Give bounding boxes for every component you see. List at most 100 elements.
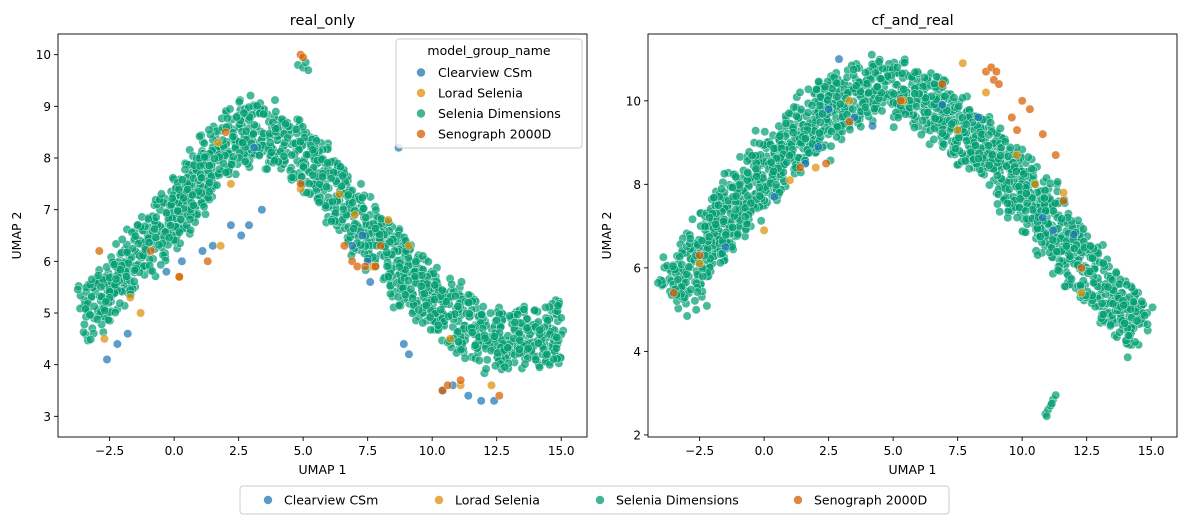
point-selenia-dimensions <box>733 229 743 239</box>
y-tick-label: 6 <box>633 261 641 275</box>
point-selenia-dimensions <box>918 116 927 125</box>
point-selenia-dimensions <box>754 183 764 193</box>
point-selenia-dimensions <box>535 362 545 372</box>
point-selenia-dimensions <box>115 265 125 275</box>
point-selenia-dimensions <box>815 117 825 127</box>
point-lorad-selenia <box>445 334 455 344</box>
point-selenia-dimensions <box>291 124 301 134</box>
point-senograph-2000d <box>821 159 831 168</box>
point-selenia-dimensions <box>684 262 694 272</box>
point-selenia-dimensions <box>1053 265 1063 275</box>
point-selenia-dimensions <box>429 295 439 305</box>
point-selenia-dimensions <box>338 204 348 214</box>
point-selenia-dimensions <box>784 108 794 118</box>
point-selenia-dimensions <box>179 193 188 203</box>
point-selenia-dimensions <box>820 82 830 92</box>
point-selenia-dimensions <box>1128 297 1138 307</box>
point-lorad-selenia <box>1030 179 1040 189</box>
point-selenia-dimensions <box>685 234 695 244</box>
point-selenia-dimensions <box>1098 310 1108 319</box>
x-axis-label: UMAP 1 <box>299 462 347 477</box>
point-selenia-dimensions <box>1015 194 1025 204</box>
point-selenia-dimensions <box>456 345 466 355</box>
point-selenia-dimensions <box>728 222 738 232</box>
point-selenia-dimensions <box>154 240 164 250</box>
point-clearview-csm <box>834 54 844 64</box>
point-selenia-dimensions <box>447 279 457 289</box>
point-senograph-2000d <box>1007 113 1017 122</box>
point-selenia-dimensions <box>889 89 899 99</box>
point-selenia-dimensions <box>688 214 697 224</box>
point-clearview-csm <box>1048 225 1058 235</box>
point-senograph-2000d <box>1059 196 1068 206</box>
point-selenia-dimensions <box>930 114 940 124</box>
point-selenia-dimensions <box>304 179 314 189</box>
point-selenia-dimensions <box>1119 300 1129 310</box>
point-selenia-dimensions <box>951 144 961 154</box>
point-selenia-dimensions <box>444 311 454 321</box>
point-selenia-dimensions <box>314 197 324 207</box>
legend-entry: Selenia Dimensions <box>438 106 561 121</box>
point-selenia-dimensions <box>195 131 205 141</box>
point-selenia-dimensions <box>740 212 750 222</box>
point-selenia-dimensions <box>326 173 336 183</box>
point-selenia-dimensions <box>832 78 842 88</box>
point-selenia-dimensions <box>845 125 855 135</box>
x-tick-label: −2.5 <box>685 444 714 458</box>
point-selenia-dimensions <box>686 285 696 295</box>
point-selenia-dimensions <box>222 113 232 123</box>
point-selenia-dimensions <box>1123 352 1133 362</box>
point-selenia-dimensions <box>862 79 872 89</box>
y-tick-label: 3 <box>43 410 51 424</box>
point-selenia-dimensions <box>430 280 440 290</box>
point-selenia-dimensions <box>464 298 474 308</box>
point-selenia-dimensions <box>147 266 157 276</box>
point-selenia-dimensions <box>418 251 428 261</box>
point-selenia-dimensions <box>860 68 870 78</box>
point-selenia-dimensions <box>771 180 781 190</box>
point-selenia-dimensions <box>482 355 492 365</box>
point-selenia-dimensions <box>195 161 205 171</box>
point-selenia-dimensions <box>747 151 757 161</box>
point-selenia-dimensions <box>419 289 429 299</box>
point-selenia-dimensions <box>1089 278 1098 288</box>
point-senograph-2000d <box>376 241 386 251</box>
point-selenia-dimensions <box>252 101 262 111</box>
point-clearview-csm <box>1038 213 1048 223</box>
point-clearview-csm <box>720 242 730 252</box>
point-selenia-dimensions <box>188 190 197 200</box>
legend-title: model_group_name <box>427 43 550 58</box>
point-selenia-dimensions <box>785 151 794 161</box>
point-clearview-csm <box>824 104 834 114</box>
point-clearview-csm <box>404 349 414 359</box>
point-selenia-dimensions <box>436 305 446 315</box>
point-lorad-selenia <box>1012 150 1022 160</box>
point-selenia-dimensions <box>89 301 99 311</box>
point-selenia-dimensions <box>470 340 480 350</box>
point-selenia-dimensions <box>117 235 127 244</box>
point-selenia-dimensions <box>122 247 132 257</box>
point-selenia-dimensions <box>303 65 313 75</box>
point-selenia-dimensions <box>1035 232 1045 242</box>
point-senograph-2000d <box>203 256 213 266</box>
point-selenia-dimensions <box>246 91 255 101</box>
point-selenia-dimensions <box>209 154 219 164</box>
point-selenia-dimensions <box>939 139 949 149</box>
point-selenia-dimensions <box>1019 169 1029 179</box>
point-selenia-dimensions <box>161 208 171 218</box>
point-selenia-dimensions <box>812 84 821 94</box>
point-selenia-dimensions <box>394 262 404 272</box>
point-selenia-dimensions <box>1053 177 1063 187</box>
point-selenia-dimensions <box>464 309 474 319</box>
point-selenia-dimensions <box>1122 280 1132 290</box>
point-selenia-dimensions <box>418 318 428 328</box>
point-selenia-dimensions <box>1052 247 1062 257</box>
y-tick-label: 8 <box>43 152 51 166</box>
point-senograph-2000d <box>695 250 705 260</box>
point-selenia-dimensions <box>653 278 663 288</box>
point-selenia-dimensions <box>940 91 950 101</box>
point-selenia-dimensions <box>1103 282 1113 292</box>
point-selenia-dimensions <box>1005 143 1015 152</box>
point-selenia-dimensions <box>221 168 231 177</box>
point-selenia-dimensions <box>985 180 994 190</box>
